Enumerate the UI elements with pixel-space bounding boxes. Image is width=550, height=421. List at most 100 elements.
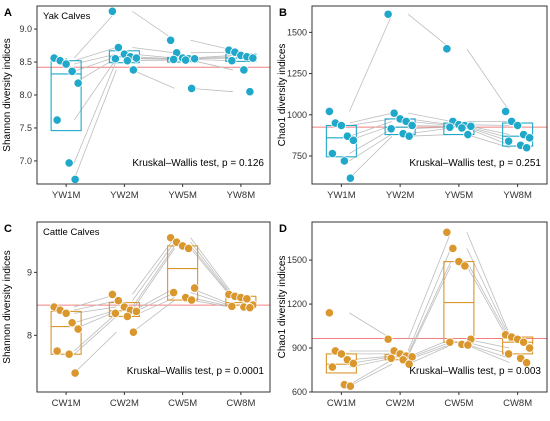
pair-line bbox=[408, 112, 451, 122]
pair-line bbox=[349, 112, 393, 124]
data-point bbox=[504, 349, 514, 359]
pair-line bbox=[74, 47, 117, 62]
data-point bbox=[519, 337, 529, 347]
pair-line bbox=[349, 135, 393, 179]
pair-line bbox=[73, 331, 117, 374]
y-tick-label: 8.0 bbox=[19, 90, 32, 100]
x-tick-label: YW8M bbox=[503, 190, 532, 201]
pair-line bbox=[407, 232, 452, 340]
data-point bbox=[107, 6, 117, 16]
data-point bbox=[445, 337, 455, 347]
y-tick-label: 1250 bbox=[287, 69, 307, 79]
data-point bbox=[513, 120, 523, 131]
x-tick-label: YW8M bbox=[227, 190, 256, 201]
data-point bbox=[110, 308, 120, 318]
pair-line bbox=[349, 120, 393, 137]
pair-line bbox=[73, 69, 117, 180]
data-point bbox=[245, 87, 255, 97]
data-point bbox=[407, 120, 417, 131]
data-point bbox=[327, 362, 337, 372]
data-point bbox=[442, 44, 452, 54]
pair-line bbox=[132, 10, 175, 41]
pair-line bbox=[349, 14, 393, 112]
data-point bbox=[73, 78, 83, 88]
pair-line bbox=[190, 299, 233, 309]
pair-line bbox=[466, 261, 510, 340]
x-tick-label: YW1M bbox=[327, 190, 356, 201]
stat-text: Kruskal–Wallis test, p = 0.003 bbox=[409, 366, 541, 377]
data-point bbox=[525, 343, 535, 353]
x-tick-label: CW1M bbox=[52, 398, 81, 409]
panel-label: D bbox=[279, 223, 287, 235]
data-point bbox=[404, 131, 414, 141]
data-point bbox=[61, 308, 71, 318]
pair-line bbox=[132, 248, 175, 311]
plot-frame bbox=[36, 221, 271, 393]
data-point bbox=[70, 368, 80, 378]
x-tick-label: CW2M bbox=[110, 398, 139, 409]
data-point bbox=[113, 42, 123, 53]
data-point bbox=[110, 54, 120, 64]
data-point bbox=[67, 66, 77, 76]
data-point bbox=[227, 301, 237, 311]
stat-text: Kruskal–Wallis test, p = 0.0001 bbox=[127, 366, 265, 377]
group-annotation: Cattle Calves bbox=[43, 227, 100, 238]
data-point bbox=[122, 311, 132, 322]
data-point bbox=[448, 243, 458, 253]
data-point bbox=[327, 148, 337, 159]
pair-line bbox=[73, 11, 117, 59]
pair-line bbox=[407, 344, 452, 365]
pair-line bbox=[466, 48, 510, 112]
data-point bbox=[166, 35, 176, 45]
panel-c: C Shannon diversity indices 8 9 CW1M CW2M CW5M… bbox=[2, 221, 271, 409]
stat-text: Kruskal–Wallis test, p = 0.126 bbox=[132, 158, 264, 169]
data-point bbox=[70, 174, 80, 184]
data-point bbox=[324, 308, 334, 318]
y-axis-title: Shannon diversity indices bbox=[2, 250, 13, 363]
data-point bbox=[64, 349, 74, 359]
data-point bbox=[128, 65, 138, 75]
data-point bbox=[73, 324, 83, 334]
plot-frame bbox=[311, 221, 548, 393]
data-point bbox=[345, 381, 355, 391]
data-point bbox=[522, 358, 532, 368]
data-point bbox=[131, 53, 141, 63]
y-tick-label: 9.0 bbox=[19, 24, 32, 34]
data-point bbox=[239, 65, 249, 75]
data-point bbox=[457, 123, 467, 133]
x-tick-label: YW1M bbox=[52, 190, 81, 201]
pair-line bbox=[132, 69, 175, 89]
box-cw5m bbox=[443, 261, 475, 343]
data-point bbox=[504, 136, 514, 146]
x-tick-label: CW5M bbox=[168, 398, 197, 409]
data-point bbox=[501, 106, 511, 117]
x-tick-label: YW5M bbox=[445, 190, 474, 201]
data-point bbox=[169, 54, 179, 65]
y-tick-label: 8 bbox=[27, 330, 32, 340]
y-tick-label: 1500 bbox=[287, 27, 307, 37]
data-point bbox=[64, 158, 74, 168]
data-point bbox=[463, 129, 473, 140]
y-tick-label: 1000 bbox=[287, 110, 307, 120]
data-point bbox=[525, 133, 535, 143]
y-axis-title: Shannon diversity indices bbox=[2, 38, 13, 151]
pair-line bbox=[349, 118, 393, 126]
y-tick-label: 750 bbox=[292, 151, 307, 161]
data-point bbox=[169, 287, 179, 298]
stat-text: Kruskal–Wallis test, p = 0.251 bbox=[409, 158, 541, 169]
data-point bbox=[67, 318, 77, 328]
x-tick-label: CW8M bbox=[503, 398, 532, 409]
data-point bbox=[131, 306, 141, 317]
y-tick-label: 7.5 bbox=[19, 123, 32, 133]
pair-line bbox=[190, 88, 233, 93]
data-point bbox=[383, 9, 393, 19]
data-point bbox=[324, 106, 334, 117]
pair-line bbox=[132, 245, 175, 308]
data-point bbox=[190, 54, 200, 64]
data-point bbox=[466, 121, 476, 131]
x-tick-label: CW2M bbox=[386, 398, 415, 409]
data-point bbox=[383, 334, 393, 344]
x-tick-label: CW5M bbox=[444, 398, 473, 409]
data-point bbox=[107, 289, 117, 300]
y-tick-label: 9 bbox=[27, 267, 32, 277]
